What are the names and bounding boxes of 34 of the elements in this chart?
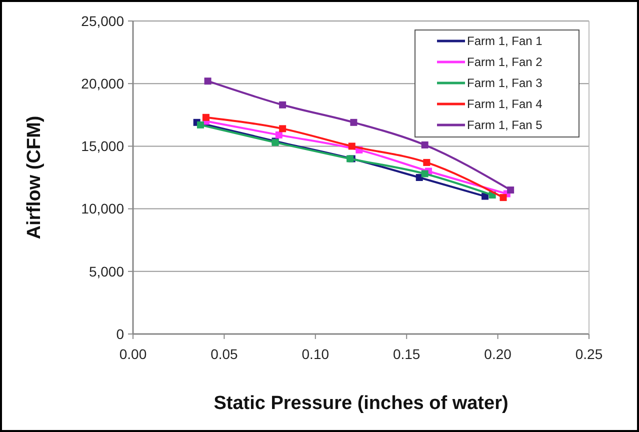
legend-label: Farm 1, Fan 3	[467, 76, 543, 90]
x-axis-title: Static Pressure (inches of water)	[214, 393, 508, 414]
point	[204, 78, 212, 85]
x-tick-label: 0.20	[484, 346, 512, 362]
point	[482, 192, 489, 200]
point	[350, 118, 358, 126]
point	[275, 131, 282, 138]
y-tick-label: 0	[116, 326, 124, 342]
x-tick-label: 0.10	[302, 346, 330, 362]
x-tick-label: 0.05	[210, 346, 238, 362]
y-axis-title: Airflow (CFM)	[24, 116, 45, 240]
legend-label: Farm 1, Fan 5	[467, 118, 543, 132]
point	[202, 114, 210, 121]
y-tick-label: 20,000	[81, 76, 124, 92]
y-tick-label: 15,000	[81, 138, 124, 154]
legend-label: Farm 1, Fan 1	[467, 34, 543, 48]
y-tick-label: 5,000	[88, 263, 124, 280]
y-tick-label: 25,000	[81, 12, 124, 29]
x-tick-label: 0.25	[575, 346, 603, 362]
point	[196, 121, 204, 128]
y-tick-label: 10,000	[81, 200, 124, 217]
x-tick-label: 0.00	[119, 346, 147, 362]
point	[348, 142, 356, 150]
point	[500, 194, 507, 202]
point	[421, 141, 428, 148]
point	[279, 125, 286, 132]
point	[416, 174, 423, 181]
point	[423, 158, 430, 166]
point	[279, 101, 286, 108]
legend-label: Farm 1, Fan 4	[467, 97, 543, 112]
legend-label: Farm 1, Fan 2	[467, 55, 543, 70]
point	[507, 186, 514, 194]
point	[421, 170, 428, 178]
x-tick-label: 0.15	[392, 346, 420, 362]
